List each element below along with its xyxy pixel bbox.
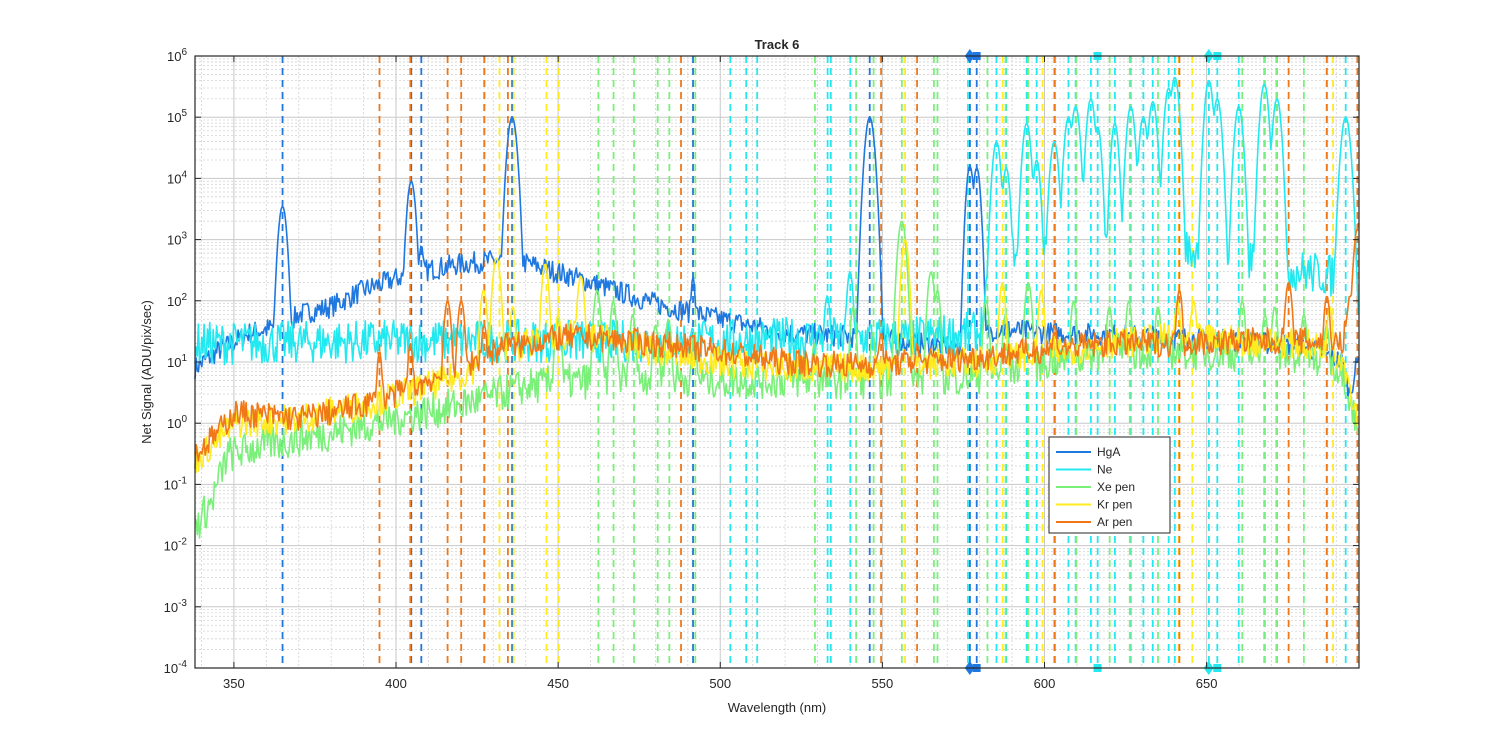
x-tick-label: 550 xyxy=(872,676,894,691)
x-tick-label: 450 xyxy=(547,676,569,691)
series-line xyxy=(194,76,1359,366)
x-tick-label: 350 xyxy=(223,676,245,691)
legend-label: Kr pen xyxy=(1097,498,1132,512)
y-tick-label: 104 xyxy=(167,169,187,186)
x-tick-label: 400 xyxy=(385,676,407,691)
chart-title: Track 6 xyxy=(755,37,800,52)
y-tick-label: 10-3 xyxy=(164,598,188,615)
x-tick-label: 500 xyxy=(709,676,731,691)
legend-label: HgA xyxy=(1097,445,1120,459)
legend-label: Xe pen xyxy=(1097,480,1135,494)
legend: HgA Ne Xe pen Kr pen Ar pen xyxy=(1048,436,1171,534)
axis-ticks: 350 400 450 500 550 600 650 10-4 10-3 10-2 10-1 100… xyxy=(164,47,1359,691)
y-tick-label: 10-4 xyxy=(164,659,188,676)
legend-label: Ne xyxy=(1097,463,1113,477)
y-tick-label: 10-2 xyxy=(164,537,188,554)
series-line xyxy=(194,222,1359,469)
y-tick-label: 103 xyxy=(167,231,187,248)
series-line xyxy=(194,239,1359,474)
x-axis-label: Wavelength (nm) xyxy=(728,700,827,715)
series-lines xyxy=(194,76,1359,539)
y-tick-label: 101 xyxy=(167,353,187,370)
y-axis-label: Net Signal (ADU/pix/sec) xyxy=(139,300,154,444)
y-tick-label: 106 xyxy=(167,47,187,64)
series-line xyxy=(194,220,1359,539)
legend-label: Ar pen xyxy=(1097,515,1132,529)
y-tick-label: 10-1 xyxy=(164,475,188,492)
y-tick-label: 100 xyxy=(167,414,187,431)
x-tick-label: 650 xyxy=(1196,676,1218,691)
x-tick-label: 600 xyxy=(1034,676,1056,691)
y-tick-label: 105 xyxy=(167,108,187,125)
y-tick-label: 102 xyxy=(167,292,187,309)
